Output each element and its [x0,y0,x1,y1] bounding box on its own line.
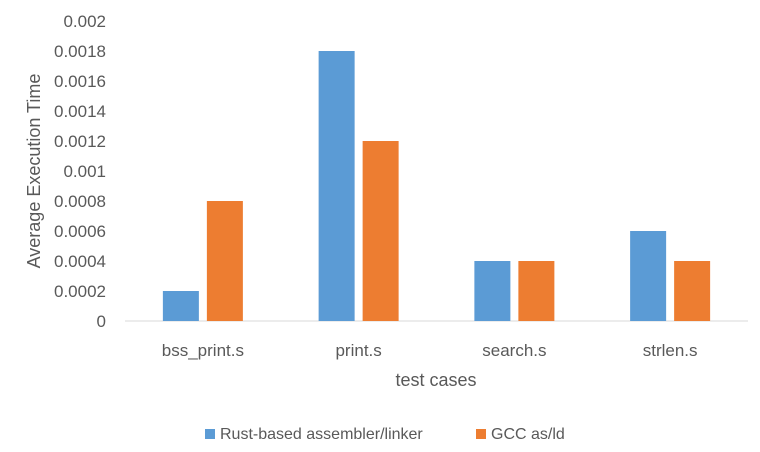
category-labels: bss_print.s print.s search.s strlen.s [162,341,698,360]
bar-gcc-3 [674,261,711,321]
y-tick-label: 0 [97,312,106,331]
bar-gcc-0 [206,201,243,321]
x-category-label: bss_print.s [162,341,244,360]
legend: Rust-based assembler/linker GCC as/ld [205,426,565,443]
y-axis-ticks: 0 0.0002 0.0004 0.0006 0.0008 0.001 0.0012 0.00… [54,12,106,331]
bar-rust-3 [630,231,667,321]
x-category-label: strlen.s [643,341,698,360]
legend-label: Rust-based assembler/linker [220,426,423,443]
x-category-label: print.s [335,341,381,360]
bars [162,51,711,321]
y-tick-label: 0.0012 [54,132,106,151]
y-tick-label: 0.0008 [54,192,106,211]
x-category-label: search.s [482,341,546,360]
y-tick-label: 0.0018 [54,42,106,61]
bar-rust-1 [318,51,355,321]
y-tick-label: 0.0006 [54,222,106,241]
y-tick-label: 0.0016 [54,72,106,91]
y-tick-label: 0.0004 [54,252,106,271]
y-tick-label: 0.0002 [54,282,106,301]
y-tick-label: 0.002 [63,12,106,31]
bar-rust-0 [162,291,199,321]
x-axis-title: test cases [395,370,476,390]
y-tick-label: 0.0014 [54,102,106,121]
bar-gcc-2 [518,261,555,321]
legend-swatch [205,429,215,439]
legend-swatch [476,429,486,439]
bar-rust-2 [474,261,511,321]
legend-label: GCC as/ld [491,426,565,443]
bar-gcc-1 [362,141,399,321]
y-axis-title: Average Execution Time [24,74,44,269]
y-tick-label: 0.001 [63,162,106,181]
